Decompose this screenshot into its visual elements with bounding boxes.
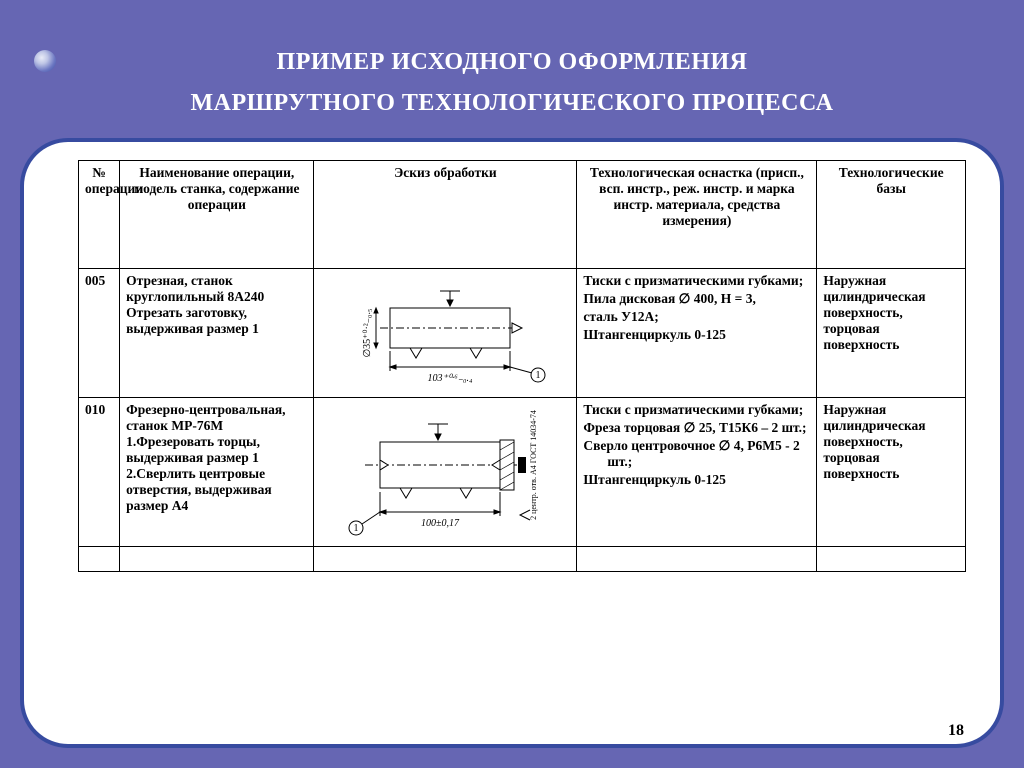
title-bullet-icon (34, 50, 56, 72)
svg-text:1: 1 (536, 370, 541, 381)
title-band: ПРИМЕР ИСХОДНОГО ОФОРМЛЕНИЯ МАРШРУТНОГО … (0, 22, 1024, 138)
cell-tooling: Тиски с призматическими губками; Пила ди… (577, 269, 817, 398)
table-row: 010 Фрезерно-центровальная, станок МР-76… (79, 398, 966, 547)
table-header-row: № операции Наименование операции, модель… (79, 161, 966, 269)
cell-sketch: 100±0,17 2 центр. отв. А4 ГОСТ 14034-74 … (314, 398, 577, 547)
svg-text:100±0,17: 100±0,17 (421, 518, 460, 529)
content-area: № операции Наименование операции, модель… (78, 160, 966, 700)
col-header-tooling: Технологическая оснастка (присп., всп. и… (577, 161, 817, 269)
slide-title-line2: МАРШРУТНОГО ТЕХНОЛОГИЧЕСКОГО ПРОЦЕССА (191, 90, 834, 117)
cell-name: Отрезная, станок круглопильный 8А240 Отр… (120, 269, 314, 398)
table-row: 005 Отрезная, станок круглопильный 8А240… (79, 269, 966, 398)
sketch-010: 100±0,17 2 центр. отв. А4 ГОСТ 14034-74 … (340, 402, 550, 542)
svg-text:∅35⁺⁰·²₋₀.₅: ∅35⁺⁰·²₋₀.₅ (362, 308, 373, 357)
svg-text:2 центр. отв. А4 ГОСТ 14034-74: 2 центр. отв. А4 ГОСТ 14034-74 (529, 410, 538, 520)
route-table: № операции Наименование операции, модель… (78, 160, 966, 572)
cell-bases: Наружная цилиндрическая поверхность, тор… (817, 398, 966, 547)
cell-num: 005 (79, 269, 120, 398)
cell-bases: Наружная цилиндрическая поверхность, тор… (817, 269, 966, 398)
cell-sketch: ∅35⁺⁰·²₋₀.₅ 103⁺⁰·⁶₋₀.₄ 1 (314, 269, 577, 398)
col-header-sketch: Эскиз обработки (314, 161, 577, 269)
col-header-name: Наименование операции, модель станка, со… (120, 161, 314, 269)
svg-text:1: 1 (354, 523, 359, 534)
slide-title-line1: ПРИМЕР ИСХОДНОГО ОФОРМЛЕНИЯ (277, 49, 748, 76)
col-header-num: № операции (79, 161, 120, 269)
table-row-empty (79, 547, 966, 572)
col-header-bases: Технологические базы (817, 161, 966, 269)
page-number: 18 (948, 722, 964, 740)
sketch-005: ∅35⁺⁰·²₋₀.₅ 103⁺⁰·⁶₋₀.₄ 1 (340, 273, 550, 393)
cell-num: 010 (79, 398, 120, 547)
cell-name: Фрезерно-центровальная, станок МР-76М 1.… (120, 398, 314, 547)
svg-text:103⁺⁰·⁶₋₀.₄: 103⁺⁰·⁶₋₀.₄ (428, 373, 474, 384)
cell-tooling: Тиски с призматическими губками; Фреза т… (577, 398, 817, 547)
